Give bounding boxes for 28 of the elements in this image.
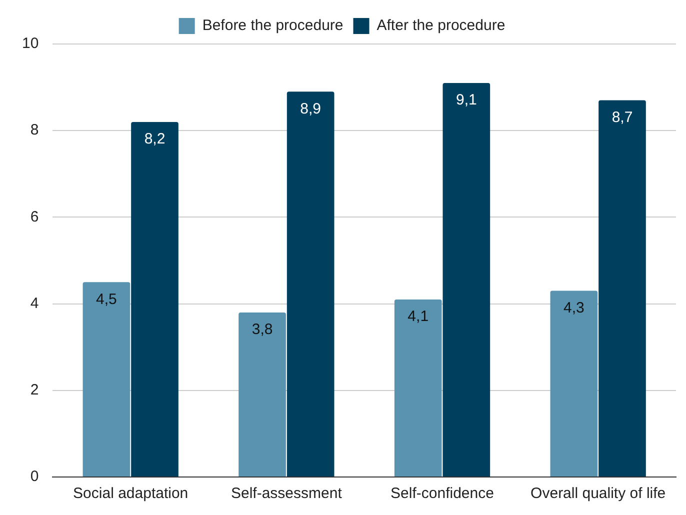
y-tick-label: 4 [30, 294, 39, 312]
data-label: 8,7 [612, 108, 633, 126]
data-label: 4,5 [96, 290, 117, 308]
data-label: 4,1 [408, 308, 429, 326]
bar [442, 82, 490, 476]
y-tick-label: 8 [30, 122, 39, 139]
bar [286, 92, 334, 476]
data-label: 8,9 [300, 100, 322, 118]
y-tick-label: 2 [30, 382, 39, 399]
bar [238, 312, 286, 476]
x-tick-label: Self-assessment [230, 485, 343, 502]
bar [550, 290, 598, 476]
y-tick-label: 10 [22, 35, 39, 52]
legend-label: Before the procedure [202, 17, 344, 34]
data-label: 8,2 [144, 130, 166, 148]
x-tick-label: Overall quality of life [530, 485, 666, 502]
y-tick-label: 6 [30, 208, 39, 226]
data-label: 3,8 [252, 321, 273, 338]
x-tick-label: Social adaptation [73, 485, 188, 502]
data-label: 4,3 [564, 299, 584, 316]
y-tick-label: 0 [30, 468, 39, 486]
bar [82, 282, 130, 476]
data-label: 9,1 [456, 92, 477, 109]
bar [394, 299, 442, 476]
bar [131, 122, 178, 476]
legend-label: After the procedure [376, 17, 506, 34]
x-tick-label: Self-confidence [390, 485, 494, 502]
bar [598, 100, 646, 476]
